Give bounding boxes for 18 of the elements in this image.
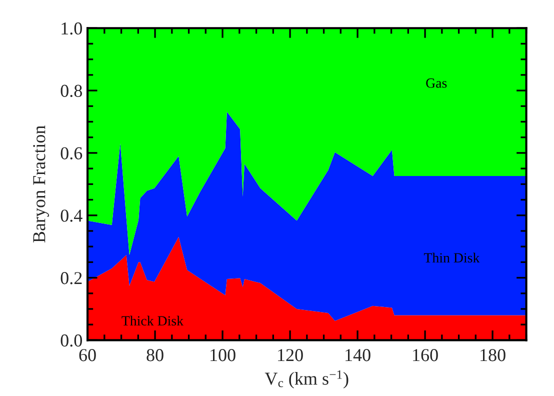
x-tick-label: 60 [79,349,96,362]
series-label: Thin Disk [424,252,480,263]
x-tick-label: 180 [480,349,506,362]
x-tick-label: 80 [146,349,164,362]
y-tick-label: 0.8 [60,84,82,98]
series-label: Thick Disk [122,316,184,326]
y-tick-label: 0.4 [60,210,82,222]
x-tick-label: 100 [210,349,236,362]
series-label: Gas [426,78,447,88]
y-axis-title: Baryon Fraction [33,125,49,243]
x-tick-label: 160 [413,349,438,362]
x-tick-label: 120 [278,349,303,362]
x-tick-label: 140 [346,349,370,362]
x-axis-title: V$_{c}$ (km s$^{−1}$) [264,370,348,388]
y-tick-label: 0.6 [60,147,82,160]
y-tick-label: 1.0 [62,22,82,35]
y-tick-label: 0.2 [60,272,82,284]
y-tick-label: 0.0 [60,334,82,347]
